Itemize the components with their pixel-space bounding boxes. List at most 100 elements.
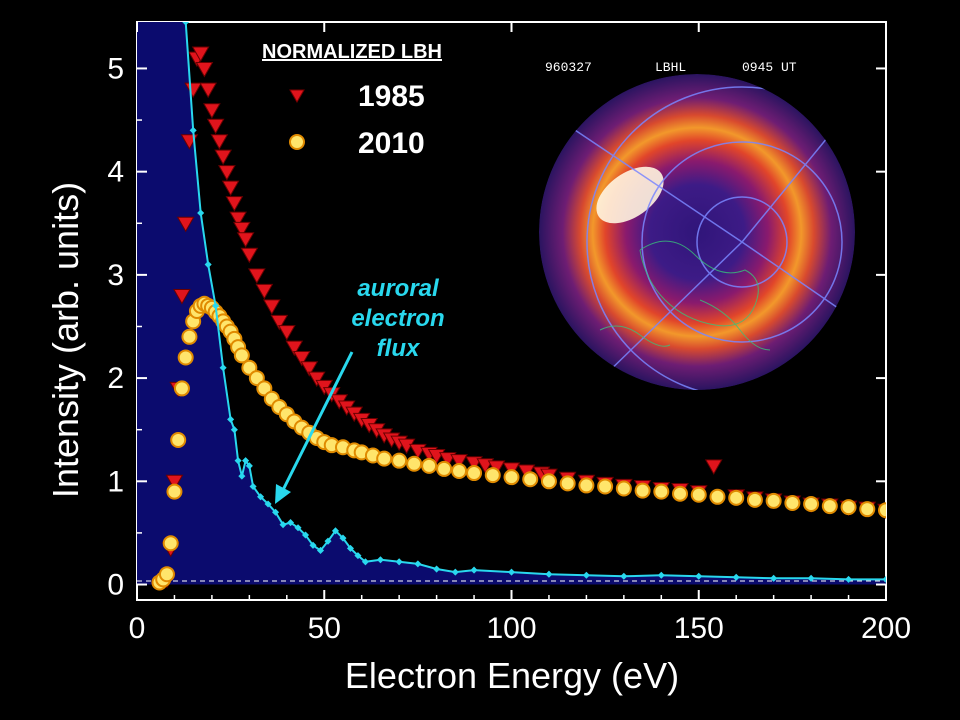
point-2010 [484, 467, 501, 484]
legend-label-2010: 2010 [358, 127, 425, 160]
y-tick-label: 1 [107, 465, 124, 498]
point-2010 [840, 499, 857, 516]
point-1985 [229, 211, 247, 228]
point-2010 [672, 485, 689, 502]
point-2010 [746, 491, 763, 508]
y-tick-label: 0 [107, 569, 124, 602]
point-2010 [451, 462, 468, 479]
point-2010 [177, 349, 194, 366]
point-1985 [214, 149, 232, 166]
point-2010 [578, 477, 595, 494]
flux-point [807, 574, 815, 582]
point-2010 [615, 480, 632, 497]
flux-point [770, 574, 778, 582]
annotation-line-3: flux [377, 335, 421, 362]
flux-point [189, 126, 197, 134]
point-1985 [270, 314, 289, 331]
flux-point [249, 482, 257, 490]
y-tick-label: 2 [107, 362, 124, 395]
point-1985 [199, 82, 218, 99]
point-1985 [218, 165, 236, 181]
flux-point [301, 531, 310, 539]
point-1985 [210, 134, 229, 150]
point-1985 [292, 350, 311, 367]
flux-point [395, 558, 403, 566]
point-2010 [784, 494, 801, 511]
y-tick-label: 5 [107, 52, 124, 85]
flux-annotation: auroral electron flux [275, 275, 445, 504]
flux-point [882, 575, 886, 583]
x-tick-label: 200 [861, 612, 911, 645]
annotation-line-1: auroral [357, 275, 440, 302]
point-2010 [376, 450, 393, 467]
point-2010 [233, 347, 250, 364]
point-1985 [285, 340, 304, 357]
point-2010 [878, 502, 886, 519]
flux-point [657, 571, 665, 579]
flux-point [845, 575, 853, 583]
auroral-image-inset [539, 50, 858, 390]
flux-point [376, 556, 384, 564]
point-2010 [709, 488, 726, 505]
x-tick-label: 100 [486, 612, 536, 645]
point-1985 [206, 118, 225, 135]
point-1985 [240, 247, 259, 264]
point-2010 [406, 455, 423, 472]
y-axis-title: Intensity (arb. units) [45, 182, 86, 498]
flux-point [287, 519, 295, 527]
flux-point [545, 570, 553, 578]
x-tick-label: 150 [674, 612, 724, 645]
point-2010 [170, 432, 187, 449]
point-2010 [421, 457, 438, 474]
flux-point [414, 560, 422, 568]
point-2010 [466, 465, 483, 482]
point-2010 [559, 475, 576, 492]
flux-point [182, 22, 190, 26]
point-1985 [277, 325, 296, 341]
point-1985 [176, 216, 195, 233]
flux-point [331, 527, 340, 535]
point-1985 [203, 103, 221, 119]
point-2010 [436, 460, 453, 477]
series-2010 [151, 295, 886, 591]
annotation-arrow [280, 351, 354, 493]
point-2010 [173, 380, 190, 397]
flux-point [316, 546, 325, 554]
inset-header-band: LBHL [655, 60, 686, 75]
point-2010 [503, 469, 520, 486]
point-2010 [162, 535, 179, 552]
point-1985 [262, 299, 281, 315]
point-2010 [597, 478, 614, 495]
flux-point [354, 552, 362, 560]
point-1985 [236, 232, 255, 248]
x-tick-label: 50 [308, 612, 341, 645]
point-1985 [225, 196, 244, 212]
point-1985 [195, 61, 214, 78]
point-2010 [181, 328, 198, 345]
flux-point [264, 500, 272, 508]
legend-marker-1985 [289, 89, 305, 103]
point-1985 [255, 283, 274, 300]
flux-point [234, 457, 242, 465]
point-1985 [247, 268, 266, 284]
flux-point [230, 426, 238, 434]
point-2010 [690, 486, 707, 503]
flux-point [695, 572, 703, 580]
inset-header-date: 960327 [545, 60, 592, 75]
x-tick-label: 0 [129, 612, 146, 645]
legend: NORMALIZED LBH 1985 2010 [262, 41, 442, 160]
point-2010 [765, 492, 782, 509]
flux-point [732, 573, 740, 581]
point-2010 [803, 496, 820, 513]
flux-point [204, 261, 212, 269]
point-2010 [728, 489, 745, 506]
annotation-line-2: electron [351, 305, 444, 332]
point-2010 [158, 566, 175, 583]
flux-point [346, 544, 355, 552]
flux-point [451, 568, 459, 576]
flux-point [279, 521, 287, 529]
flux-point [219, 364, 227, 372]
flux-point [294, 524, 302, 532]
x-axis-title: Electron Energy (eV) [345, 655, 679, 696]
